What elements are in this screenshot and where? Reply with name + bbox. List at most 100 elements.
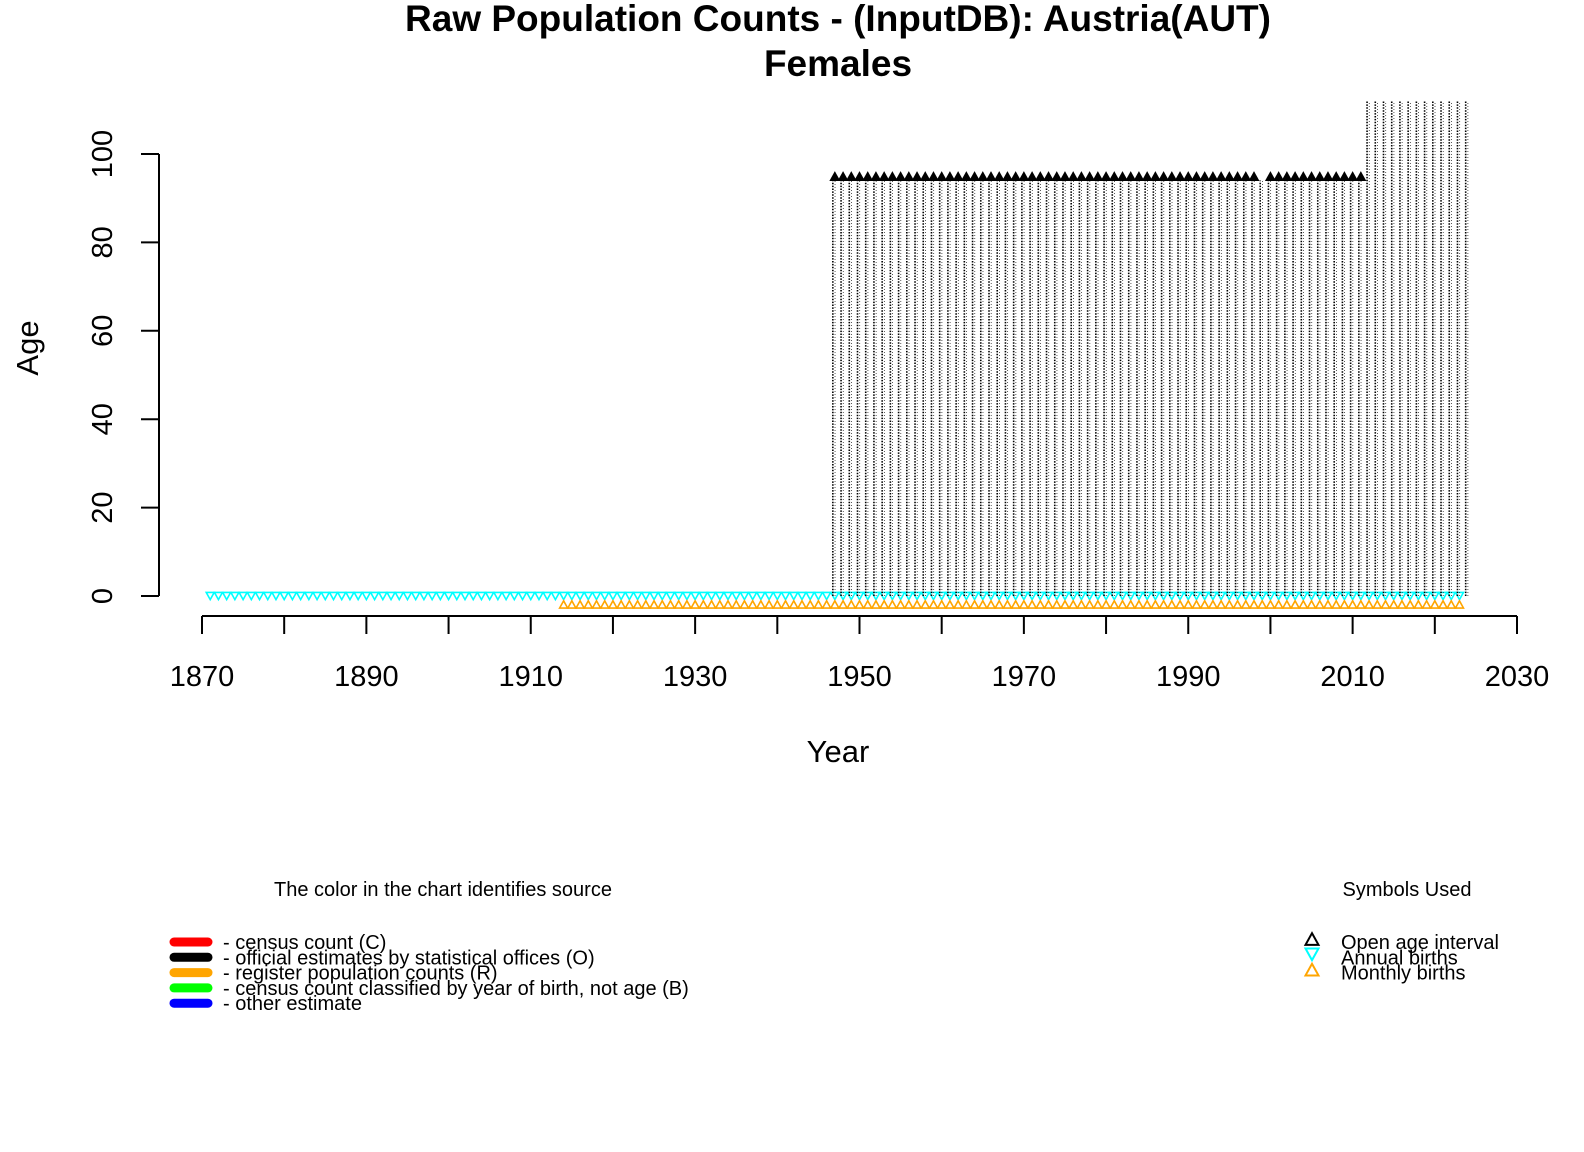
- open-age-point: [1338, 171, 1350, 182]
- open-age-point: [1223, 171, 1235, 182]
- monthly-births-point: [1026, 599, 1038, 609]
- monthly-births-point: [656, 599, 668, 609]
- age-column: [1210, 180, 1214, 596]
- monthly-births-point: [1445, 599, 1457, 609]
- annual-births-point: [525, 591, 537, 602]
- open-age-point: [1108, 171, 1120, 182]
- annual-births-point: [615, 591, 627, 602]
- annual-births-point: [204, 591, 216, 602]
- monthly-births-point: [574, 599, 586, 609]
- monthly-births-point: [1256, 599, 1268, 609]
- open-age-point: [1306, 171, 1318, 182]
- monthly-births-point: [1092, 599, 1104, 609]
- annual-births-point: [385, 591, 397, 602]
- age-column: [1251, 180, 1255, 596]
- annual-births-point: [739, 591, 750, 602]
- annual-births-point: [410, 591, 422, 602]
- annual-births-point: [336, 591, 348, 602]
- open-age-point: [1018, 171, 1030, 182]
- monthly-births-point: [870, 599, 882, 609]
- annual-births-point: [459, 591, 471, 602]
- monthly-births-point: [607, 599, 619, 609]
- open-age-point: [1330, 171, 1342, 182]
- x-tick-label: 1950: [827, 661, 892, 693]
- monthly-births-point: [722, 599, 734, 609]
- open-age-point: [1100, 171, 1112, 182]
- annual-births-point: [780, 591, 791, 602]
- age-column: [1308, 180, 1313, 596]
- age-column: [1169, 180, 1173, 596]
- annual-births-point: [607, 591, 619, 602]
- annual-births-point: [328, 591, 339, 602]
- age-column: [1333, 180, 1337, 596]
- monthly-births-point: [755, 599, 767, 609]
- annual-births-point: [287, 591, 298, 602]
- open-age-point: [919, 171, 931, 182]
- monthly-births-point: [1248, 599, 1260, 609]
- annual-births-point: [270, 591, 282, 602]
- monthly-births-point: [673, 599, 685, 609]
- monthly-births-point: [632, 599, 643, 609]
- age-column: [1136, 180, 1140, 596]
- y-tick-label: 40: [87, 403, 119, 435]
- x-axis-label: Year: [807, 734, 870, 769]
- annual-births-point: [508, 591, 520, 602]
- annual-births-point: [624, 591, 635, 602]
- age-column: [938, 180, 943, 596]
- open-age-point: [886, 171, 898, 182]
- monthly-births-point: [1371, 599, 1383, 609]
- annual-births-point: [393, 591, 405, 602]
- open-age-point: [1240, 171, 1252, 182]
- monthly-births-point: [862, 599, 874, 609]
- monthly-births-point: [1429, 599, 1441, 609]
- age-column: [979, 180, 984, 596]
- monthly-births-point: [1076, 599, 1087, 609]
- chart-title: Raw Population Counts - (InputDB): Austr…: [405, 0, 1271, 39]
- monthly-births-point: [1454, 599, 1465, 609]
- monthly-births-point: [648, 599, 660, 609]
- monthly-births-point: [969, 599, 980, 609]
- open-age-point: [944, 171, 956, 182]
- annual-births-point: [755, 591, 767, 602]
- annual-births-point: [533, 591, 545, 602]
- open-age-point: [837, 171, 849, 182]
- age-column: [1152, 180, 1156, 596]
- open-age-point: [1149, 171, 1161, 182]
- y-tick-label: 20: [87, 491, 119, 523]
- monthly-births-point: [903, 599, 915, 609]
- annual-births-point: [673, 591, 685, 602]
- x-tick-label: 2010: [1320, 661, 1385, 693]
- age-column: [1300, 180, 1304, 596]
- age-column: [1325, 180, 1329, 596]
- annual-births-point: [574, 591, 586, 602]
- monthly-births-point: [697, 599, 709, 609]
- age-column: [1415, 100, 1419, 596]
- age-column: [1382, 100, 1387, 596]
- age-column: [1358, 180, 1362, 596]
- annual-births-point: [254, 591, 265, 602]
- age-column: [1267, 180, 1272, 596]
- legend-symbols-title: Symbols Used: [1343, 879, 1472, 901]
- annual-births-point: [467, 591, 479, 602]
- monthly-births-point: [911, 599, 923, 609]
- annual-births-point: [443, 591, 454, 602]
- monthly-births-point: [558, 599, 569, 609]
- open-age-point: [1067, 171, 1079, 182]
- monthly-births-point: [1059, 599, 1071, 609]
- y-tick-label: 0: [87, 588, 119, 604]
- age-column: [1407, 100, 1411, 596]
- monthly-births-point: [1002, 599, 1013, 609]
- annual-births-point: [484, 591, 496, 602]
- age-column: [1160, 180, 1165, 596]
- age-column: [1226, 180, 1230, 596]
- monthly-births-point: [878, 599, 890, 609]
- open-age-point: [1084, 171, 1096, 182]
- age-column: [889, 180, 893, 596]
- monthly-births-point: [985, 599, 997, 609]
- monthly-births-point: [1437, 599, 1449, 609]
- age-column: [1292, 180, 1296, 596]
- monthly-births-point: [804, 599, 816, 609]
- monthly-births-point: [1396, 599, 1408, 609]
- monthly-births-point: [845, 599, 857, 609]
- annual-births-point: [656, 591, 668, 602]
